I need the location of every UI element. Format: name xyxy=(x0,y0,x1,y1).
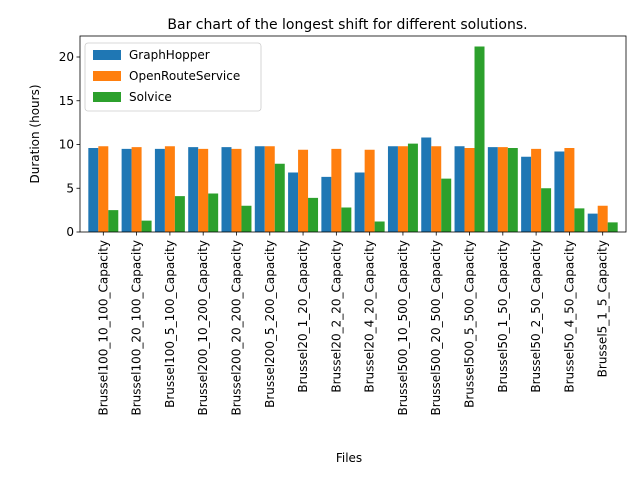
y-axis-label: Duration (hours) xyxy=(28,84,42,183)
bar xyxy=(154,148,165,232)
plot-area xyxy=(88,46,618,232)
bar xyxy=(441,178,452,232)
x-tick-label: Brussel500_20_500_Capacity xyxy=(429,240,443,416)
bar xyxy=(231,148,242,232)
bar xyxy=(88,148,99,232)
legend-label: GraphHopper xyxy=(129,48,210,62)
bar xyxy=(474,46,485,232)
bar xyxy=(607,222,618,232)
bar xyxy=(208,193,219,232)
legend-label: Solvice xyxy=(129,90,172,104)
bar xyxy=(531,148,542,232)
legend-frame xyxy=(84,42,262,112)
bar xyxy=(264,146,275,232)
x-tick-label: Brussel100_5_100_Capacity xyxy=(163,240,177,408)
bar xyxy=(188,147,199,232)
x-tick-label: Brussel20_4_20_Capacity xyxy=(363,240,377,393)
bar xyxy=(241,205,252,232)
bar xyxy=(131,147,142,232)
bar xyxy=(254,146,265,232)
y-tick-label: 10 xyxy=(59,138,74,152)
bar xyxy=(541,188,552,232)
bar xyxy=(597,205,608,232)
x-tick-label: Brussel5_1_5_Capacity xyxy=(596,240,610,377)
x-tick-label: Brussel50_1_50_Capacity xyxy=(496,240,510,393)
x-tick-label: Brussel100_10_100_Capacity xyxy=(96,240,110,416)
bar xyxy=(98,146,109,232)
bar xyxy=(387,146,398,232)
bar xyxy=(164,146,175,232)
bar xyxy=(321,176,332,232)
bar xyxy=(397,146,408,232)
x-axis-label: Files xyxy=(336,451,362,465)
bar xyxy=(274,163,285,232)
x-tick-label: Brussel500_10_500_Capacity xyxy=(396,240,410,416)
bar xyxy=(431,146,442,232)
y-tick-label: 15 xyxy=(59,94,74,108)
bar xyxy=(174,196,185,232)
x-tick-label: Brussel200_20_200_Capacity xyxy=(229,240,243,416)
x-tick-label: Brussel200_10_200_Capacity xyxy=(196,240,210,416)
bar xyxy=(354,172,365,232)
legend: GraphHopper OpenRouteService Solvice xyxy=(84,42,262,112)
x-tick-label: Brussel100_20_100_Capacity xyxy=(130,240,144,416)
x-tick-label: Brussel20_1_20_Capacity xyxy=(296,240,310,393)
chart-title: Bar chart of the longest shift for diffe… xyxy=(167,17,527,33)
legend-label: OpenRouteService xyxy=(129,69,240,83)
x-tick-label: Brussel200_5_200_Capacity xyxy=(263,240,277,408)
x-tick-label: Brussel20_2_20_Capacity xyxy=(329,240,343,393)
bar xyxy=(108,210,119,232)
y-axis: 0 5 10 15 20 xyxy=(59,50,80,239)
bar xyxy=(487,147,498,232)
bar xyxy=(407,143,418,232)
bar xyxy=(364,149,375,232)
bar xyxy=(587,213,598,232)
legend-swatch xyxy=(93,50,121,60)
bar xyxy=(141,220,152,232)
bar xyxy=(121,148,132,232)
legend-swatch xyxy=(93,92,121,102)
bar xyxy=(454,146,465,232)
bar xyxy=(288,172,299,232)
x-tick-label: Brussel50_2_50_Capacity xyxy=(529,240,543,393)
y-tick-label: 20 xyxy=(59,50,74,64)
x-axis: Brussel100_10_100_Capacity Brussel100_20_… xyxy=(96,232,610,416)
bar xyxy=(298,149,309,232)
x-tick-label: Brussel50_4_50_Capacity xyxy=(562,240,576,393)
bar xyxy=(374,221,385,232)
bar xyxy=(464,148,475,232)
bar xyxy=(564,148,575,232)
y-tick-label: 5 xyxy=(66,181,74,195)
y-tick-label: 0 xyxy=(66,225,74,239)
bar xyxy=(221,147,232,232)
bar xyxy=(308,197,319,232)
plot-frame xyxy=(79,35,627,233)
bar xyxy=(507,148,518,232)
legend-swatch xyxy=(93,71,121,81)
bar xyxy=(341,207,352,232)
bar xyxy=(331,148,342,232)
bar xyxy=(521,156,532,232)
bar xyxy=(421,137,432,232)
bar xyxy=(574,208,585,232)
bar xyxy=(497,147,508,232)
bar xyxy=(198,148,209,232)
x-tick-label: Brussel500_5_500_Capacity xyxy=(463,240,477,408)
bar xyxy=(554,151,565,232)
